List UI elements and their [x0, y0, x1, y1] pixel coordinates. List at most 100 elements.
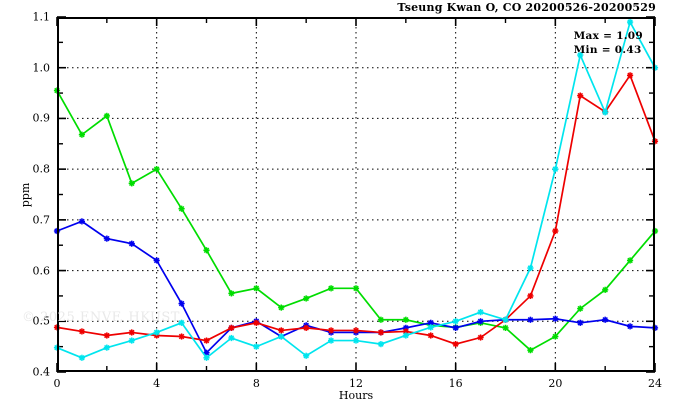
- y-axis-label: ppm: [18, 182, 32, 207]
- data-point-red: [78, 328, 86, 335]
- x-tick-label: 0: [53, 377, 61, 390]
- data-point-red: [552, 227, 559, 235]
- x-tick-label: 20: [548, 377, 563, 390]
- data-point-blue: [178, 300, 185, 307]
- data-point-green: [153, 166, 160, 173]
- y-tick-label: 0.4: [32, 365, 51, 379]
- data-point-cyan: [577, 51, 584, 59]
- data-point-cyan: [452, 318, 459, 325]
- watermark: © 2025 ENVF, HKUST: [22, 310, 180, 325]
- data-point-green: [203, 247, 210, 254]
- plot-frame: [57, 17, 655, 372]
- data-point-red: [427, 332, 434, 339]
- data-point-green: [377, 316, 385, 323]
- data-point-blue: [602, 316, 609, 323]
- data-point-green: [228, 290, 235, 297]
- data-point-blue: [477, 318, 484, 325]
- data-point-blue: [577, 319, 584, 326]
- data-point-green: [352, 285, 360, 292]
- data-point-blue: [128, 240, 135, 247]
- data-point-cyan: [78, 354, 86, 361]
- data-point-red: [577, 92, 584, 99]
- plot-area: Max = 1.09 Min = 0.43 ppm Hours 0.4 0.5 0.…: [19, 11, 662, 403]
- data-point-cyan: [602, 109, 609, 116]
- data-point-cyan: [502, 316, 509, 323]
- data-point-green: [78, 131, 86, 138]
- data-point-blue: [452, 324, 459, 331]
- data-point-green: [602, 286, 609, 293]
- data-point-red: [103, 332, 110, 339]
- data-point-cyan: [377, 341, 385, 348]
- x-tick-label: 12: [349, 377, 363, 390]
- data-point-cyan: [626, 18, 634, 26]
- data-point-cyan: [552, 166, 559, 173]
- data-point-blue: [78, 218, 86, 225]
- data-point-cyan: [527, 264, 534, 272]
- legend-max: Max = 1.09: [573, 30, 643, 42]
- data-point-green: [626, 257, 634, 264]
- y-tick-label: 1.1: [32, 10, 51, 24]
- data-point-green: [103, 112, 110, 119]
- data-point-blue: [103, 235, 110, 242]
- data-point-cyan: [228, 334, 235, 342]
- y-tick-label: 0.9: [32, 111, 51, 125]
- x-tick-label: 16: [448, 377, 463, 390]
- plot-canvas: [53, 16, 659, 373]
- data-point-blue: [527, 316, 534, 323]
- data-point-blue: [552, 315, 559, 322]
- data-point-blue: [626, 323, 634, 330]
- data-point-red: [303, 324, 310, 331]
- data-point-cyan: [402, 332, 409, 339]
- y-tick-label: 0.8: [32, 162, 51, 176]
- data-point-cyan: [303, 352, 310, 359]
- data-point-cyan: [352, 337, 360, 344]
- data-point-red: [377, 329, 385, 336]
- data-point-red: [352, 327, 360, 334]
- data-point-red: [128, 329, 135, 336]
- data-point-green: [278, 304, 285, 311]
- x-tick-label: 4: [153, 377, 161, 390]
- data-point-green: [327, 285, 335, 292]
- data-point-green: [502, 324, 509, 331]
- data-point-green: [303, 295, 310, 302]
- data-point-green: [552, 333, 559, 340]
- data-point-cyan: [427, 324, 434, 331]
- y-tick-label: 0.6: [32, 264, 51, 278]
- x-axis-label: Hours: [338, 389, 374, 402]
- data-point-red: [626, 72, 634, 79]
- data-point-green: [402, 316, 409, 323]
- data-point-cyan: [128, 337, 135, 344]
- data-point-cyan: [327, 337, 335, 344]
- data-point-red: [327, 327, 335, 334]
- data-point-green: [128, 180, 135, 187]
- x-tick-label: 8: [252, 377, 260, 390]
- data-point-green: [527, 347, 534, 354]
- data-point-green: [253, 285, 260, 292]
- y-tick-label: 0.5: [32, 314, 51, 328]
- data-point-red: [527, 292, 534, 300]
- data-point-cyan: [253, 343, 260, 350]
- x-tick-label: 24: [648, 377, 662, 390]
- data-point-cyan: [278, 333, 285, 340]
- y-tick-label: 1.0: [32, 61, 51, 75]
- data-point-blue: [153, 257, 160, 264]
- data-point-green: [577, 305, 584, 312]
- data-point-cyan: [178, 319, 185, 326]
- data-point-red: [203, 337, 210, 344]
- data-point-red: [452, 341, 459, 348]
- data-point-red: [278, 327, 285, 334]
- legend-min: Min = 0.43: [573, 44, 642, 57]
- data-point-cyan: [477, 309, 484, 316]
- data-point-cyan: [153, 329, 160, 336]
- data-point-red: [228, 324, 235, 331]
- legend-box: Max = 1.09 Min = 0.43: [574, 29, 643, 57]
- y-tick-label: 0.7: [32, 213, 51, 227]
- data-point-green: [178, 205, 185, 212]
- data-point-red: [253, 319, 260, 326]
- data-point-cyan: [203, 354, 210, 361]
- data-point-cyan: [103, 344, 110, 351]
- data-point-red: [477, 334, 484, 341]
- chart-title: Tseung Kwan O, CO 20200526-20200529: [397, 1, 656, 14]
- data-point-red: [178, 333, 185, 340]
